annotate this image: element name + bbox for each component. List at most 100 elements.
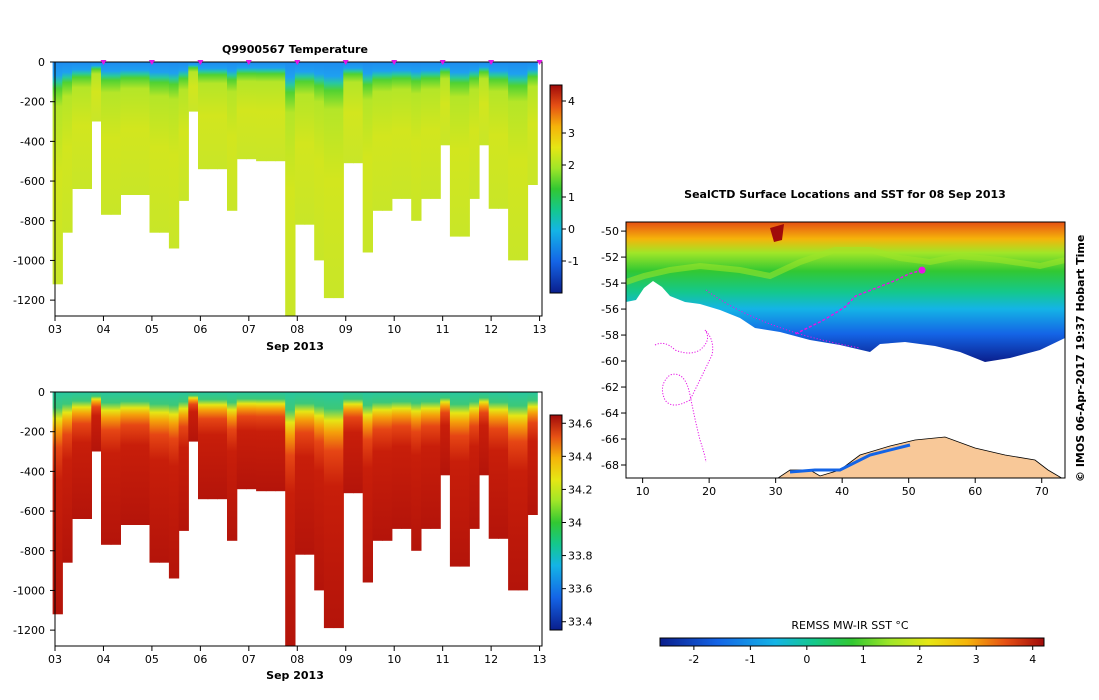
profile-column xyxy=(323,392,335,629)
profile-column xyxy=(353,62,364,164)
sst-colorbar-tick-label: -2 xyxy=(688,653,699,666)
y-tick-label: -200 xyxy=(20,96,45,109)
map-y-tick-label: -60 xyxy=(601,355,619,368)
profile-column xyxy=(449,392,461,567)
profile-column xyxy=(420,62,432,199)
profile-column xyxy=(72,62,83,189)
map-y-tick-label: -58 xyxy=(601,329,619,342)
profile-column xyxy=(188,62,199,112)
map-y-tick-label: -50 xyxy=(601,225,619,238)
temperature-profiles xyxy=(52,62,538,316)
profile-column xyxy=(227,62,238,211)
profile-column xyxy=(488,62,499,209)
profile-column xyxy=(449,62,461,237)
profile-column xyxy=(256,392,267,492)
colorbar-tick-label: 4 xyxy=(568,95,575,108)
y-tick-label: -800 xyxy=(20,545,45,558)
profile-column xyxy=(411,392,422,551)
x-tick-label: 06 xyxy=(193,323,207,336)
surface-marker xyxy=(148,60,155,65)
profile-column xyxy=(246,392,257,490)
map-y-tick-label: -54 xyxy=(601,277,619,290)
profile-column xyxy=(323,62,335,299)
profile-column xyxy=(178,392,189,531)
profile-column xyxy=(101,62,112,215)
surface-marker xyxy=(342,60,349,65)
profile-column xyxy=(469,62,480,199)
profile-column xyxy=(139,62,151,195)
colorbar-tick-label: 33.8 xyxy=(568,550,593,563)
profile-column xyxy=(527,392,538,515)
y-tick-label: 0 xyxy=(38,56,45,69)
y-tick-label: -1200 xyxy=(13,624,45,637)
profile-column xyxy=(314,62,325,261)
x-tick-label: 04 xyxy=(96,323,110,336)
profile-column xyxy=(265,392,277,492)
profile-column xyxy=(508,392,519,591)
map-y-tick-label: -66 xyxy=(601,433,619,446)
surface-markers xyxy=(100,60,543,65)
map-axes: 10 20 30 40 50 60 70 -50 -52 -54 -56 -58 -60 -62 -64 -6… xyxy=(601,225,1049,498)
map-area xyxy=(626,222,1065,478)
x-tick-label: 04 xyxy=(96,653,110,666)
profile-column xyxy=(52,392,63,615)
sst-map-panel: SealCTD Surface Locations and SST for 08… xyxy=(601,188,1066,666)
x-tick-label: 11 xyxy=(436,323,450,336)
profile-column xyxy=(246,62,257,160)
colorbar-tick-label: 2 xyxy=(568,159,575,172)
profile-column xyxy=(81,62,92,189)
x-tick-label: 09 xyxy=(339,323,353,336)
profile-column xyxy=(275,62,286,162)
map-y-tick-label: -68 xyxy=(601,459,619,472)
colorbar-tick-label: 34.2 xyxy=(568,483,593,496)
salinity-xlabel: Sep 2013 xyxy=(266,669,324,682)
salinity-axes: 03 04 05 06 07 08 09 10 11 12 13 0 -200 -400 -600 -800 -… xyxy=(13,386,547,666)
profile-column xyxy=(294,392,306,555)
profile-column xyxy=(236,62,247,160)
seal-current-position xyxy=(918,266,926,274)
colorbar-tick-label: 33.4 xyxy=(568,616,593,629)
sst-colorbar-label: REMSS MW-IR SST °C xyxy=(791,619,909,632)
seal-track-recent xyxy=(795,269,923,335)
sst-colorbar-tick-label: 3 xyxy=(973,653,980,666)
profile-column xyxy=(120,392,131,525)
profile-column xyxy=(178,62,189,201)
profile-column xyxy=(275,392,286,492)
profile-column xyxy=(343,62,354,164)
profile-column xyxy=(236,392,247,490)
x-tick-label: 08 xyxy=(290,653,304,666)
surface-marker xyxy=(488,60,495,65)
profile-column xyxy=(401,62,412,199)
salinity-section-panel: 03 04 05 06 07 08 09 10 11 12 13 0 -200 -400 -600 -800 -… xyxy=(13,386,592,682)
temperature-section-panel: Q9900567 Temperature 03 04 05 06 07 08 09 10 11 1… xyxy=(13,43,579,353)
profile-column xyxy=(81,392,92,519)
profile-column xyxy=(304,62,315,225)
temperature-colorbar-ticks: 4 3 2 1 0 -1 xyxy=(562,95,579,268)
profile-column xyxy=(362,392,373,583)
profile-column xyxy=(459,62,470,237)
colorbar-tick-label: 33.6 xyxy=(568,583,593,596)
y-tick-label: -600 xyxy=(20,175,45,188)
x-tick-label: 03 xyxy=(48,653,62,666)
profile-column xyxy=(227,392,238,541)
y-tick-label: -600 xyxy=(20,505,45,518)
sst-colorbar-ticks: -2 -1 0 1 2 3 4 xyxy=(688,646,1036,666)
surface-marker xyxy=(536,60,543,65)
profile-column xyxy=(52,62,63,285)
profile-column xyxy=(207,62,218,170)
map-x-tick-label: 60 xyxy=(968,485,982,498)
profile-column xyxy=(149,392,160,563)
x-tick-label: 07 xyxy=(242,323,256,336)
surface-marker xyxy=(391,60,398,65)
colorbar-tick-label: 1 xyxy=(568,191,575,204)
y-tick-label: -1000 xyxy=(13,254,45,267)
sst-warm-patch xyxy=(770,224,784,242)
profile-column xyxy=(110,62,121,215)
sst-colorbar xyxy=(659,637,1045,647)
x-tick-label: 12 xyxy=(484,653,498,666)
map-title: SealCTD Surface Locations and SST for 08… xyxy=(684,188,1006,201)
profile-column xyxy=(440,62,451,146)
profile-column xyxy=(217,392,228,500)
map-x-tick-label: 10 xyxy=(636,485,650,498)
x-tick-label: 13 xyxy=(533,323,547,336)
